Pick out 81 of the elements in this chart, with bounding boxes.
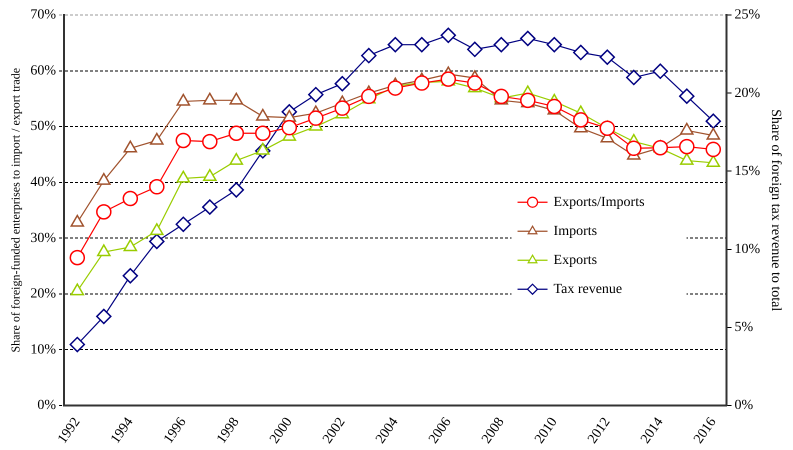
point xyxy=(440,28,456,44)
legend-label: Exports/Imports xyxy=(554,194,645,210)
legend-label: Exports xyxy=(554,252,598,268)
point xyxy=(626,70,642,86)
point xyxy=(176,170,190,183)
point xyxy=(679,138,695,154)
point xyxy=(388,80,404,96)
point xyxy=(228,182,244,198)
point xyxy=(706,155,720,168)
point xyxy=(520,30,536,46)
y2-tick-label: 20% xyxy=(734,86,761,101)
point xyxy=(573,112,589,128)
point xyxy=(149,234,165,250)
point xyxy=(70,336,86,352)
point xyxy=(600,120,616,136)
y-tick-label: 30% xyxy=(30,230,56,246)
point xyxy=(414,36,430,52)
y2-tick-label: 15% xyxy=(734,164,761,179)
y-tick-label: 10% xyxy=(30,342,56,358)
y2-tick-label: 0% xyxy=(734,398,754,414)
point xyxy=(229,152,244,165)
point xyxy=(308,86,324,102)
point xyxy=(202,169,217,181)
point xyxy=(414,75,430,91)
y2-tick-label: 5% xyxy=(734,320,754,336)
point xyxy=(255,125,271,141)
point xyxy=(680,152,694,165)
point xyxy=(652,63,668,79)
point xyxy=(202,199,218,215)
point xyxy=(388,36,404,52)
point xyxy=(467,75,483,91)
y2-tick-label: 10% xyxy=(734,242,761,257)
y2-tick-label: 25% xyxy=(734,8,761,23)
point xyxy=(97,172,111,185)
point xyxy=(176,94,190,106)
point xyxy=(361,48,377,64)
point xyxy=(308,110,324,126)
point xyxy=(282,120,298,136)
point xyxy=(229,92,244,105)
y-tick-label: 0% xyxy=(37,398,56,414)
point xyxy=(573,44,589,60)
point xyxy=(150,223,164,236)
y-tick-label: 20% xyxy=(30,286,56,302)
point xyxy=(679,88,695,104)
point xyxy=(202,92,217,105)
point xyxy=(124,239,138,252)
point xyxy=(334,100,350,116)
point xyxy=(176,216,192,232)
y-axis-title: Share of foreign-funded enterprises to import / export trade xyxy=(8,68,22,353)
point xyxy=(626,140,642,156)
point xyxy=(680,122,694,135)
y-tick-label: 60% xyxy=(30,63,56,78)
point xyxy=(96,308,112,324)
y-tick-label: 50% xyxy=(30,119,56,134)
point xyxy=(546,98,562,114)
point xyxy=(256,142,270,155)
point xyxy=(600,49,616,65)
point xyxy=(652,140,668,156)
point xyxy=(228,125,244,141)
point xyxy=(334,76,350,92)
point xyxy=(97,244,111,256)
point xyxy=(124,140,138,153)
point xyxy=(150,132,164,145)
y2-axis-title: Share of foreign tax revenue to total xyxy=(768,109,783,312)
legend-label: Imports xyxy=(554,224,598,239)
point xyxy=(176,132,192,148)
point xyxy=(70,214,84,227)
point xyxy=(706,128,720,140)
point xyxy=(494,36,510,52)
y-tick-label: 70% xyxy=(30,8,56,23)
point xyxy=(467,42,483,58)
point xyxy=(122,190,138,206)
point xyxy=(70,283,84,296)
point xyxy=(546,36,562,52)
point xyxy=(706,142,722,158)
point xyxy=(122,268,138,284)
point xyxy=(706,113,722,129)
point xyxy=(202,134,218,150)
legend-label: Tax revenue xyxy=(554,282,622,297)
y-tick-label: 40% xyxy=(30,175,56,190)
point xyxy=(256,108,270,121)
